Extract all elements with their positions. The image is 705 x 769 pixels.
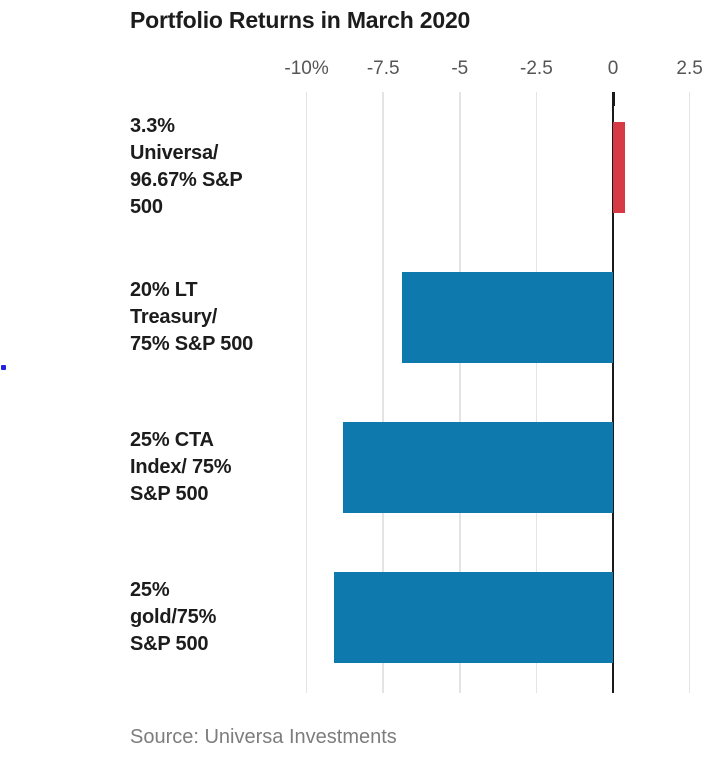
bar-positive bbox=[613, 121, 626, 213]
gridline bbox=[459, 92, 461, 693]
gridline bbox=[688, 92, 691, 693]
gridline bbox=[535, 92, 538, 693]
gridline bbox=[305, 92, 308, 693]
x-axis-tick-label: 0 bbox=[607, 58, 619, 79]
gridline bbox=[382, 92, 384, 693]
source-note: Source: Universa Investments bbox=[130, 726, 397, 748]
bar-negative bbox=[334, 572, 613, 664]
x-axis-tick-label: -5 bbox=[451, 58, 469, 79]
category-label: 3.3% Universa/ 96.67% S&P 500 bbox=[130, 115, 243, 219]
category-label: 20% LT Treasury/ 75% S&P 500 bbox=[130, 278, 254, 355]
category-label: 25% CTA Index/ 75% S&P 500 bbox=[130, 429, 232, 506]
x-axis-tick-label: -2.5 bbox=[520, 58, 553, 79]
chart-title: Portfolio Returns in March 2020 bbox=[130, 7, 471, 33]
x-axis-tick-label: 2.5 bbox=[676, 58, 703, 79]
x-axis-tick-label: -10% bbox=[284, 58, 329, 79]
category-label: 25% gold/75% S&P 500 bbox=[130, 579, 217, 656]
stray-pixel-artifact bbox=[1, 365, 6, 370]
bar-negative bbox=[343, 422, 613, 514]
x-axis-tick-label: -7.5 bbox=[366, 58, 400, 79]
zero-baseline bbox=[612, 92, 614, 693]
bar-negative bbox=[401, 271, 613, 363]
zero-tick-mark bbox=[611, 92, 615, 106]
